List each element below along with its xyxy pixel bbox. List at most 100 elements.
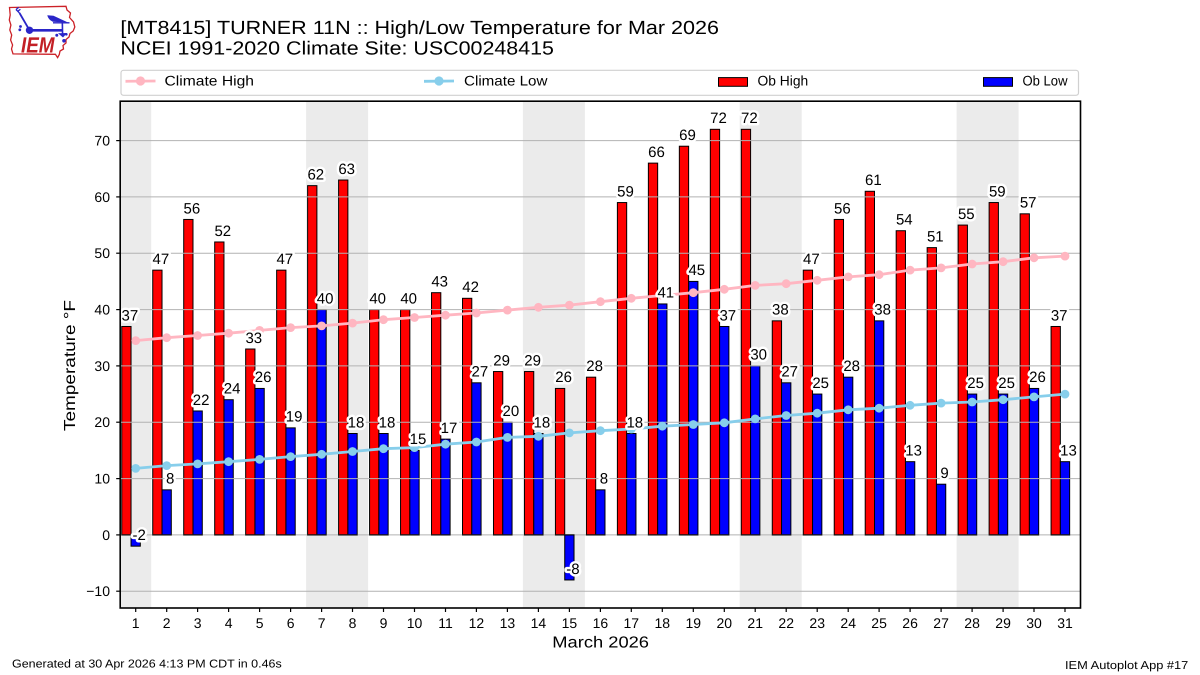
svg-text:63: 63: [338, 161, 355, 178]
svg-text:3: 3: [194, 615, 202, 631]
svg-text:8: 8: [166, 471, 174, 488]
svg-text:59: 59: [617, 183, 634, 200]
svg-text:28: 28: [964, 615, 980, 631]
svg-text:50: 50: [94, 245, 110, 261]
svg-text:10: 10: [94, 471, 110, 487]
svg-text:37: 37: [122, 307, 139, 324]
svg-text:17: 17: [624, 615, 640, 631]
svg-text:6: 6: [287, 615, 295, 631]
svg-text:47: 47: [276, 251, 293, 268]
svg-text:8: 8: [349, 615, 357, 631]
svg-text:33: 33: [245, 330, 262, 347]
svg-text:18: 18: [348, 414, 365, 431]
svg-text:60: 60: [94, 189, 110, 205]
svg-text:30: 30: [1026, 615, 1042, 631]
svg-text:56: 56: [184, 200, 201, 217]
svg-text:54: 54: [896, 212, 913, 229]
svg-text:40: 40: [94, 302, 110, 318]
svg-text:29: 29: [493, 352, 510, 369]
svg-text:-8: -8: [566, 561, 579, 578]
svg-text:30: 30: [94, 358, 110, 374]
svg-text:13: 13: [905, 443, 922, 460]
svg-text:61: 61: [865, 172, 882, 189]
svg-text:27: 27: [472, 364, 489, 381]
svg-text:Ob High: Ob High: [758, 72, 809, 88]
svg-text:20: 20: [717, 615, 733, 631]
svg-text:69: 69: [679, 127, 696, 144]
svg-text:Generated at 30 Apr 2026 4:13: Generated at 30 Apr 2026 4:13 PM CDT in …: [12, 658, 282, 670]
svg-text:59: 59: [989, 183, 1006, 200]
svg-text:15: 15: [562, 615, 578, 631]
svg-text:41: 41: [657, 285, 674, 302]
svg-text:62: 62: [307, 167, 324, 184]
svg-text:19: 19: [686, 615, 702, 631]
svg-text:26: 26: [1029, 369, 1046, 386]
svg-text:26: 26: [255, 369, 272, 386]
svg-text:20: 20: [94, 414, 110, 430]
svg-text:7: 7: [318, 615, 326, 631]
svg-text:21: 21: [747, 615, 763, 631]
svg-text:9: 9: [380, 615, 388, 631]
svg-text:10: 10: [407, 615, 423, 631]
svg-text:57: 57: [1020, 195, 1037, 212]
svg-text:56: 56: [834, 200, 851, 217]
svg-text:28: 28: [586, 358, 603, 375]
svg-text:9: 9: [940, 465, 948, 482]
svg-text:Climate High: Climate High: [165, 72, 255, 88]
svg-text:16: 16: [593, 615, 609, 631]
svg-text:28: 28: [843, 358, 860, 375]
svg-text:22: 22: [193, 392, 210, 409]
svg-text:11: 11: [438, 615, 453, 631]
svg-text:25: 25: [967, 375, 984, 392]
svg-text:27: 27: [781, 364, 798, 381]
svg-text:26: 26: [902, 615, 918, 631]
svg-text:25: 25: [871, 615, 887, 631]
svg-text:42: 42: [462, 279, 479, 296]
svg-text:Temperature °F: Temperature °F: [62, 300, 79, 431]
svg-text:30: 30: [750, 347, 767, 364]
svg-text:72: 72: [741, 110, 758, 127]
svg-text:12: 12: [469, 615, 485, 631]
svg-text:55: 55: [958, 206, 975, 223]
svg-text:13: 13: [500, 615, 516, 631]
svg-text:72: 72: [710, 110, 727, 127]
svg-text:[MT8415] TURNER 11N :: High/Lo: [MT8415] TURNER 11N :: High/Low Temperat…: [120, 18, 719, 39]
svg-text:2: 2: [163, 615, 171, 631]
svg-text:27: 27: [933, 615, 949, 631]
svg-text:18: 18: [655, 615, 671, 631]
svg-text:18: 18: [534, 414, 551, 431]
svg-text:26: 26: [555, 369, 572, 386]
svg-text:66: 66: [648, 144, 665, 161]
svg-text:23: 23: [809, 615, 825, 631]
svg-text:13: 13: [1060, 443, 1077, 460]
svg-text:40: 40: [400, 290, 417, 307]
svg-text:38: 38: [772, 302, 789, 319]
svg-text:20: 20: [503, 403, 520, 420]
svg-text:37: 37: [719, 307, 736, 324]
svg-text:5: 5: [256, 615, 264, 631]
svg-text:43: 43: [431, 274, 448, 291]
svg-text:51: 51: [927, 228, 944, 245]
svg-text:24: 24: [840, 615, 856, 631]
svg-text:1: 1: [132, 615, 140, 631]
svg-text:0: 0: [102, 527, 110, 543]
svg-text:18: 18: [626, 414, 643, 431]
svg-text:−10: −10: [86, 583, 110, 599]
svg-text:25: 25: [812, 375, 829, 392]
svg-text:47: 47: [803, 251, 820, 268]
svg-text:15: 15: [410, 431, 427, 448]
svg-text:19: 19: [286, 409, 303, 426]
svg-text:Ob Low: Ob Low: [1023, 72, 1069, 88]
svg-text:IEM Autoplot App #17: IEM Autoplot App #17: [1065, 660, 1188, 672]
svg-text:45: 45: [688, 262, 705, 279]
svg-text:4: 4: [225, 615, 233, 631]
svg-text:29: 29: [524, 352, 541, 369]
svg-text:-2: -2: [133, 527, 146, 544]
svg-text:25: 25: [998, 375, 1015, 392]
svg-text:8: 8: [600, 471, 608, 488]
svg-text:24: 24: [224, 381, 241, 398]
svg-text:47: 47: [153, 251, 170, 268]
svg-text:40: 40: [369, 290, 386, 307]
svg-text:NCEI 1991-2020 Climate Site: U: NCEI 1991-2020 Climate Site: USC00248415: [120, 39, 554, 60]
svg-text:18: 18: [379, 414, 396, 431]
